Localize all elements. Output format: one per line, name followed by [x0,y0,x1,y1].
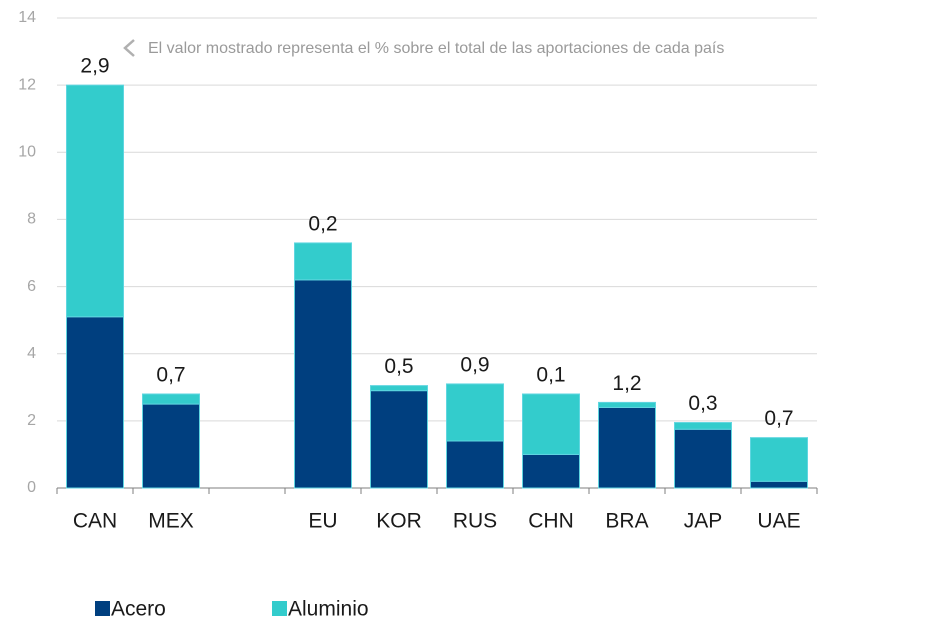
bar-label: 0,5 [384,355,413,378]
y-tick-label: 4 [27,345,36,362]
bar-segment [674,428,732,489]
x-tick-label: CHN [528,510,574,533]
note: El valor mostrado representa el % sobre … [148,40,724,57]
x-tick-label: KOR [376,510,422,533]
bar-segment [66,84,124,318]
legend-label: Acero [111,598,166,621]
bar-segment [370,385,428,392]
y-tick-label: 12 [18,76,36,93]
y-tick-label: 14 [18,9,36,26]
x-tick-label: UAE [757,510,800,533]
y-tick-label: 0 [27,479,36,496]
bar-segment [294,279,352,489]
bar-segment [750,480,808,489]
bar-label: 0,1 [536,364,565,387]
x-tick-label: CAN [73,510,117,533]
bar-segment [598,406,656,489]
bar-segment [522,453,580,489]
bar-segment [446,440,504,489]
bar-label: 0,2 [308,212,337,235]
legend-swatch [272,601,287,616]
bar-label: 0,9 [460,353,489,376]
x-tick-label: EU [308,510,337,533]
x-tick-label: BRA [605,510,648,533]
bar-label: 1,2 [612,372,641,395]
bar-label: 2,9 [80,55,109,78]
y-tick-label: 2 [27,412,36,429]
bar-segment [66,316,124,489]
legend-label: Aluminio [288,598,369,621]
bar-label: 0,3 [688,392,717,415]
bar-segment [522,393,580,455]
bar-label: 0,7 [156,364,185,387]
bar-segment [674,422,732,430]
bar-label: 0,7 [764,407,793,430]
y-tick-label: 6 [27,278,36,295]
x-tick-label: JAP [684,510,723,533]
legend-swatch [95,601,110,616]
bar-segment [750,437,808,482]
y-tick-label: 10 [18,144,36,161]
bar-segment [142,403,200,489]
note-chevron [123,39,135,57]
x-tick-label: RUS [453,510,497,533]
bar-segment [446,383,504,442]
bar-segment [294,242,352,281]
bar-segment [370,390,428,489]
y-tick-label: 8 [27,211,36,228]
x-tick-label: MEX [148,510,194,533]
bar-segment [142,393,200,405]
bar-segment [598,401,656,408]
